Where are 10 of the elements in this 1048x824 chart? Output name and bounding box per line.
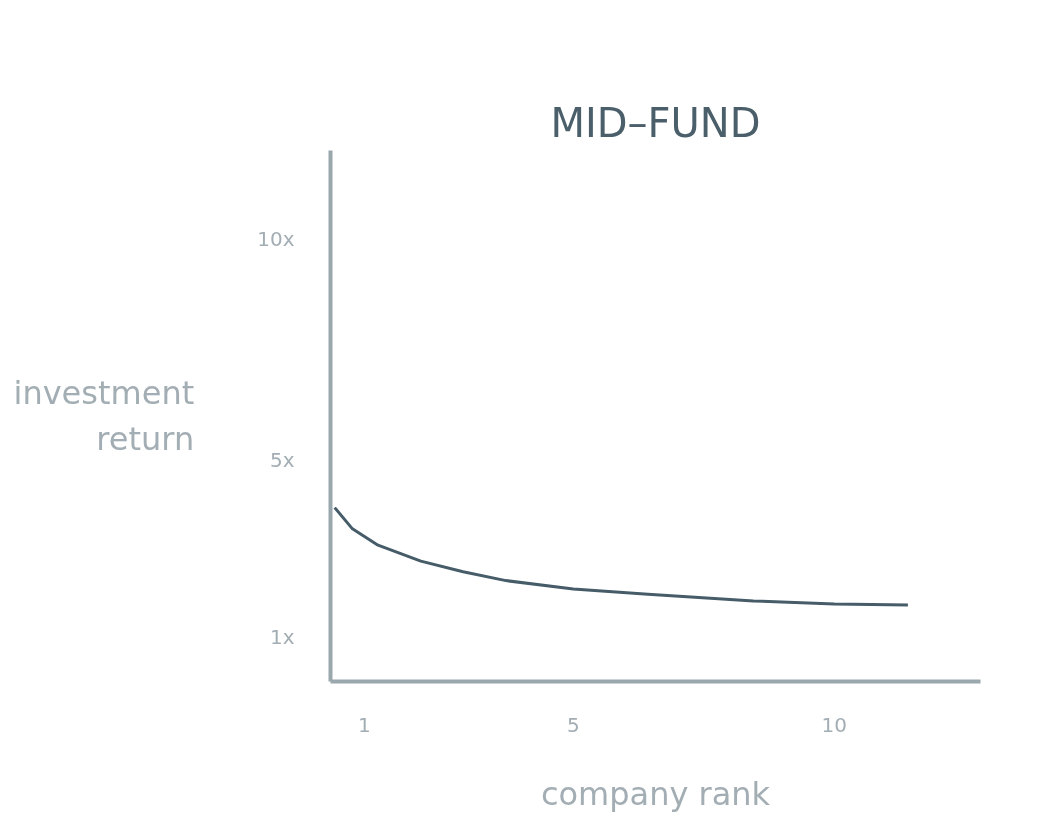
x-tick-label: 10 [821, 712, 848, 737]
x-tick-label: 1 [358, 712, 371, 737]
x-axis-title: company rank [540, 774, 771, 813]
x-tick-label: 5 [566, 712, 580, 737]
line-series [333, 506, 910, 607]
chart-title: MID–FUND [550, 99, 761, 146]
y-axis-title: investment return [13, 374, 195, 458]
y-tick-label: 1x [269, 625, 295, 650]
y-tick-label: 5x [269, 448, 295, 473]
y-tick-label: 10x [257, 227, 295, 251]
